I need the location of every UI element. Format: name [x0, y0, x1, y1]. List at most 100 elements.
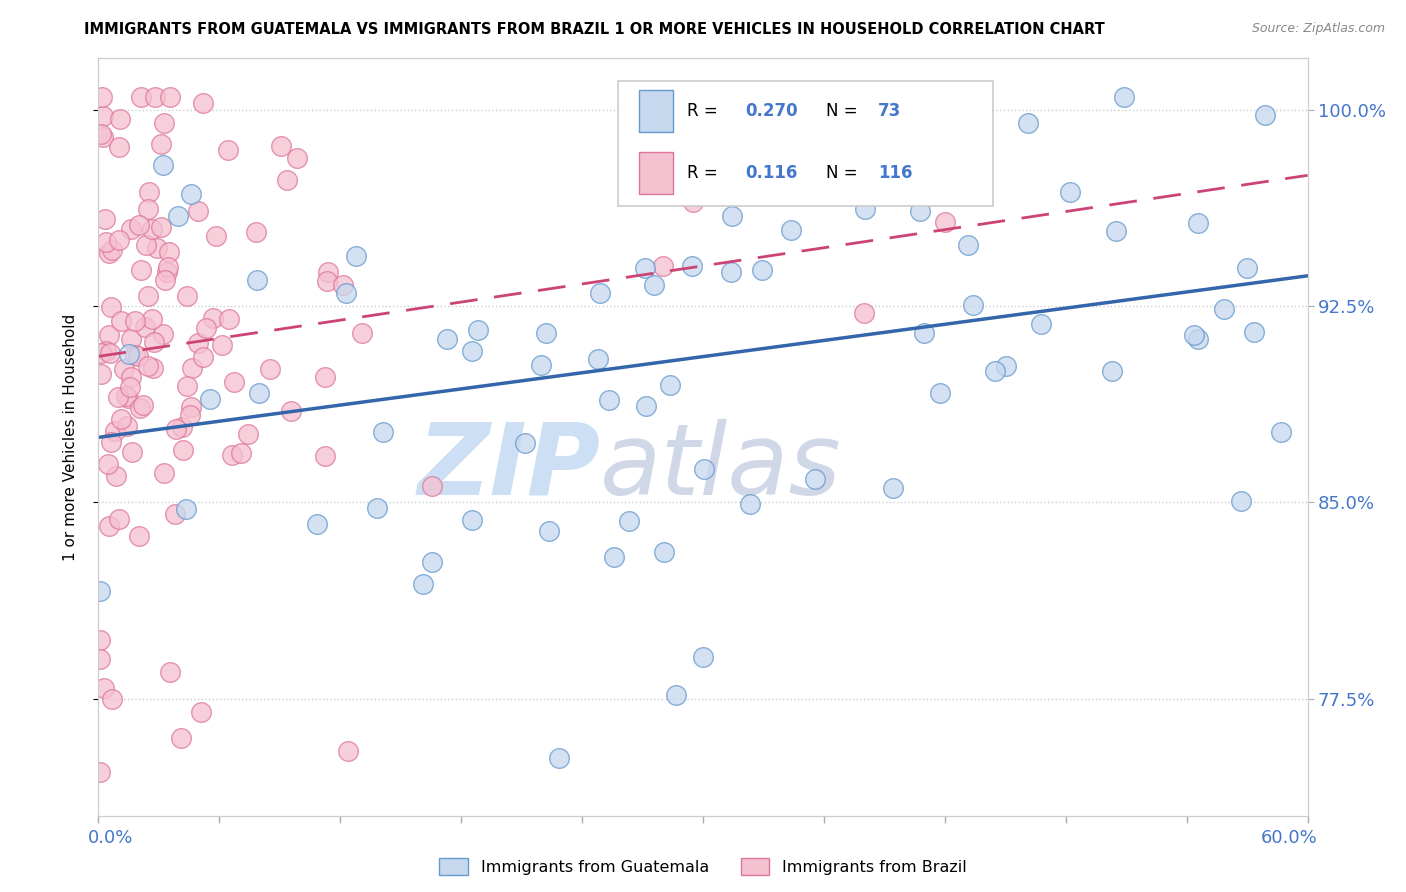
Point [681, 259, 703, 273]
Point [142, 360, 165, 375]
Point [634, 399, 657, 413]
Point [89, 583, 111, 598]
Bar [638, 152, 673, 194]
Point [120, 332, 142, 346]
Point [128, 401, 150, 415]
Point [141, 222, 163, 236]
Point [1270, 425, 1292, 439]
Point [908, 203, 931, 218]
Point [337, 744, 360, 758]
Y-axis label: 1 or more Vehicles in Household: 1 or more Vehicles in Household [63, 313, 77, 561]
Point [461, 344, 484, 359]
Point [461, 513, 484, 527]
Point [537, 524, 560, 539]
Point [1114, 90, 1136, 104]
Point [693, 462, 716, 476]
Point [172, 442, 194, 457]
Point [143, 334, 166, 349]
Point [108, 512, 131, 526]
Point [191, 96, 214, 111]
Point [276, 172, 298, 186]
Point [98, 246, 121, 260]
Point [136, 202, 159, 216]
Point [152, 158, 174, 172]
Point [91, 129, 114, 144]
Point [100, 435, 122, 450]
Point [127, 349, 149, 363]
Point [152, 326, 174, 341]
Point [107, 390, 129, 404]
Point [128, 529, 150, 543]
Point [150, 137, 173, 152]
Point [586, 351, 609, 366]
Point [929, 385, 952, 400]
Text: N =: N = [827, 102, 863, 120]
Point [172, 420, 194, 434]
Text: N =: N = [827, 163, 863, 182]
Point [994, 359, 1017, 374]
Point [1017, 116, 1039, 130]
Point [548, 751, 571, 765]
Point [165, 422, 187, 436]
Point [91, 90, 114, 104]
Point [246, 273, 269, 287]
Point [157, 244, 180, 259]
Point [962, 298, 984, 312]
Point [94, 344, 117, 359]
Point [180, 186, 202, 201]
Point [643, 277, 665, 292]
Point [157, 260, 180, 274]
Point [114, 361, 136, 376]
Point [896, 90, 918, 104]
Point [100, 300, 122, 314]
Point [221, 448, 243, 462]
Point [1031, 317, 1053, 331]
Point [141, 311, 163, 326]
Point [89, 633, 111, 648]
Point [94, 235, 117, 250]
Text: 116: 116 [879, 163, 912, 182]
Point [229, 446, 252, 460]
FancyBboxPatch shape [619, 80, 993, 206]
Point [658, 378, 681, 392]
Point [136, 359, 159, 374]
Point [222, 375, 245, 389]
Point [105, 468, 128, 483]
Point [259, 362, 281, 376]
Point [651, 259, 673, 273]
Point [420, 479, 443, 493]
Point [191, 350, 214, 364]
Point [167, 209, 190, 223]
Point [436, 332, 458, 346]
Point [94, 211, 117, 226]
Point [135, 238, 157, 252]
Point [176, 288, 198, 302]
Point [93, 681, 115, 695]
Point [371, 425, 394, 439]
Point [134, 319, 156, 334]
Point [163, 508, 186, 522]
Point [108, 112, 131, 126]
Point [536, 326, 558, 340]
Point [983, 364, 1005, 378]
Point [89, 765, 111, 780]
Point [120, 370, 142, 384]
Text: Source: ZipAtlas.com: Source: ZipAtlas.com [1251, 22, 1385, 36]
Point [97, 519, 120, 533]
Point [720, 174, 742, 188]
Point [280, 403, 302, 417]
Point [934, 214, 956, 228]
Point [170, 731, 193, 745]
Point [202, 310, 225, 325]
Text: 73: 73 [879, 102, 901, 120]
Point [285, 151, 308, 165]
Point [180, 361, 202, 376]
Point [132, 398, 155, 412]
Text: atlas: atlas [600, 419, 842, 516]
Point [314, 369, 336, 384]
Point [853, 306, 876, 320]
Text: 60.0%: 60.0% [1261, 830, 1317, 847]
Point [305, 517, 328, 532]
Point [110, 412, 132, 426]
Point [720, 265, 742, 279]
